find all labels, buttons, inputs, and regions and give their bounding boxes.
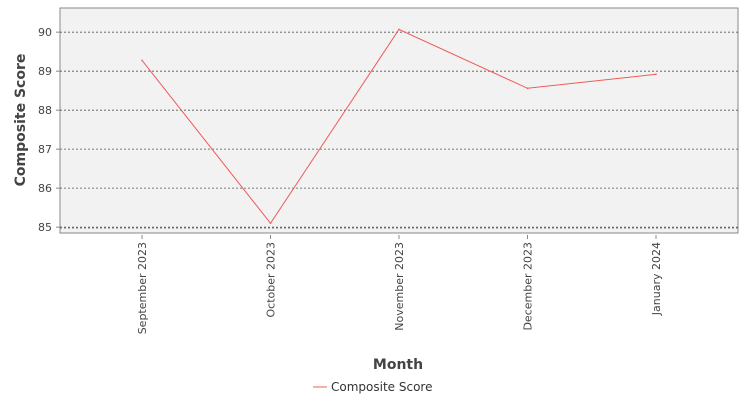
x-tick-label: December 2023: [522, 242, 535, 331]
legend: Composite Score: [313, 380, 432, 394]
y-tick-label: 87: [38, 143, 52, 156]
legend-label: Composite Score: [331, 380, 432, 394]
x-tick-label: October 2023: [265, 242, 278, 318]
data-point: [141, 59, 143, 62]
x-tick-label: September 2023: [136, 242, 149, 334]
y-tick-label: 89: [38, 65, 52, 78]
grid-layer: [60, 31, 738, 229]
y-tick-label: 90: [38, 26, 52, 39]
x-tick-layer: September 2023 October 2023 November 2023 D…: [136, 235, 663, 334]
plot-area: [59, 7, 739, 234]
y-tick-label: 88: [38, 104, 52, 117]
data-point: [655, 73, 657, 76]
y-axis-title: Composite Score: [13, 54, 29, 187]
x-tick-label: January 2024: [650, 242, 663, 316]
y-tick-label: 85: [38, 221, 52, 234]
series-layer: [141, 28, 657, 225]
data-point: [526, 87, 529, 90]
data-point: [269, 222, 272, 225]
data-point: [398, 28, 400, 31]
y-tick-label: 86: [38, 182, 52, 195]
x-axis-title: Month: [373, 357, 423, 373]
y-tick-layer: 85 86 87 88 89 90: [38, 26, 60, 234]
x-tick-label: November 2023: [393, 242, 406, 331]
